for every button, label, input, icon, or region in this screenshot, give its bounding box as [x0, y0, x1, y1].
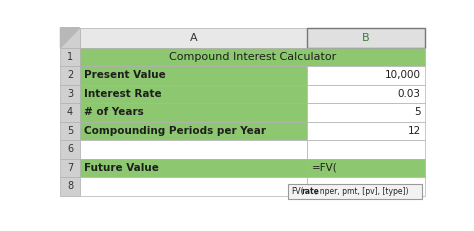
Bar: [307, 103, 425, 122]
Text: 12: 12: [408, 126, 421, 136]
Text: 0.03: 0.03: [398, 89, 421, 99]
Bar: [80, 48, 425, 66]
Text: # of Years: # of Years: [84, 107, 144, 117]
Text: Present Value: Present Value: [84, 70, 166, 80]
Bar: [61, 122, 80, 140]
Bar: [61, 85, 80, 103]
Bar: [80, 177, 307, 196]
Text: rate: rate: [301, 187, 319, 196]
Bar: [80, 85, 307, 103]
Bar: [307, 159, 425, 177]
Text: Interest Rate: Interest Rate: [84, 89, 162, 99]
Polygon shape: [61, 28, 80, 48]
Bar: [61, 159, 80, 177]
Bar: [307, 66, 425, 85]
Bar: [61, 140, 80, 159]
Bar: [80, 122, 307, 140]
Text: 5: 5: [67, 126, 73, 136]
Text: Compound Interest Calculator: Compound Interest Calculator: [169, 52, 336, 62]
Text: Future Value: Future Value: [84, 163, 159, 173]
Bar: [61, 66, 80, 85]
Text: FV(: FV(: [292, 187, 304, 196]
Text: 7: 7: [67, 163, 73, 173]
Bar: [307, 177, 425, 196]
Text: 2: 2: [67, 70, 73, 80]
Text: 10,000: 10,000: [385, 70, 421, 80]
Bar: [61, 177, 80, 196]
Bar: [307, 28, 425, 48]
Text: 8: 8: [67, 181, 73, 191]
Bar: [61, 48, 80, 66]
Bar: [61, 103, 80, 122]
Text: Compounding Periods per Year: Compounding Periods per Year: [84, 126, 266, 136]
Bar: [61, 28, 80, 48]
Text: A: A: [190, 33, 197, 43]
Bar: [80, 66, 307, 85]
Bar: [288, 184, 421, 199]
Bar: [80, 103, 307, 122]
Bar: [307, 85, 425, 103]
Bar: [307, 140, 425, 159]
Text: 1: 1: [67, 52, 73, 62]
Text: B: B: [362, 33, 370, 43]
Text: 6: 6: [67, 144, 73, 154]
Bar: [80, 159, 307, 177]
Text: 3: 3: [67, 89, 73, 99]
Bar: [80, 140, 307, 159]
Text: 5: 5: [414, 107, 421, 117]
Bar: [307, 122, 425, 140]
Bar: [80, 28, 307, 48]
Text: =FV(: =FV(: [311, 163, 337, 173]
Text: 4: 4: [67, 107, 73, 117]
Text: , nper, pmt, [pv], [type]): , nper, pmt, [pv], [type]): [315, 187, 409, 196]
